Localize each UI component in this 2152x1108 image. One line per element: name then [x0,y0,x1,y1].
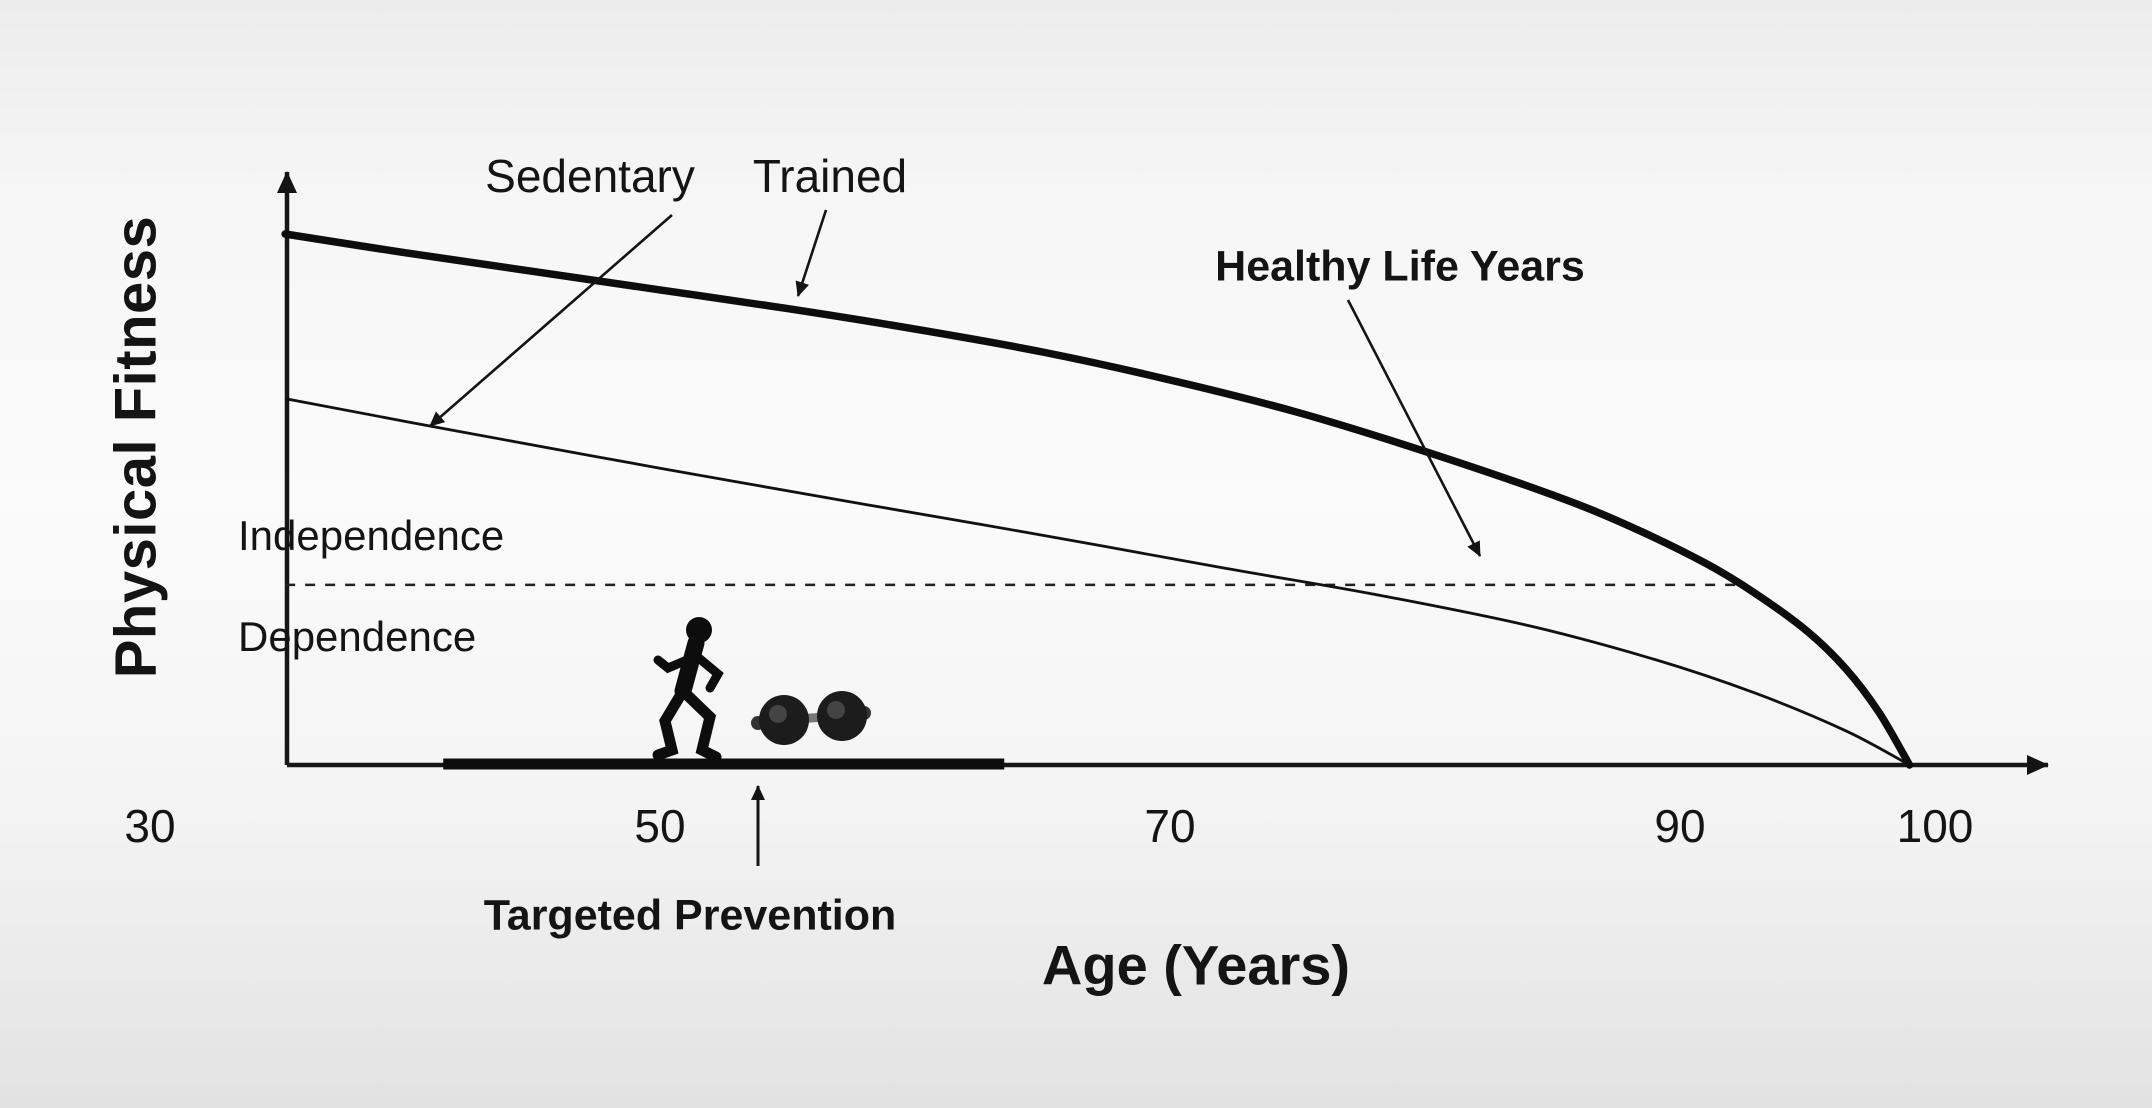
sedentary-curve [284,397,1911,767]
dumbbell-icon [751,691,871,745]
healthy-life-years-arrow [1346,299,1482,557]
trained-label: Trained [752,150,908,202]
x-axis-title: Age (Years) [1041,933,1351,997]
dependence-label: Dependence [238,613,477,660]
x-tick-label: 30 [124,800,176,852]
healthy-life-years-label: Healthy Life Years [1215,242,1585,291]
sedentary-arrow [429,214,673,427]
x-tick-label: 50 [634,800,686,852]
sedentary-label: Sedentary [485,150,695,202]
targeted-prevention-label: Targeted Prevention [483,891,897,940]
runner-icon [652,617,724,763]
trained-curve [281,230,1914,769]
x-tick-label: 100 [1896,800,1974,852]
x-tick-label: 90 [1654,800,1706,852]
independence-label: Independence [238,512,505,559]
trained-arrow [795,209,828,297]
x-tick-label: 70 [1144,800,1196,852]
